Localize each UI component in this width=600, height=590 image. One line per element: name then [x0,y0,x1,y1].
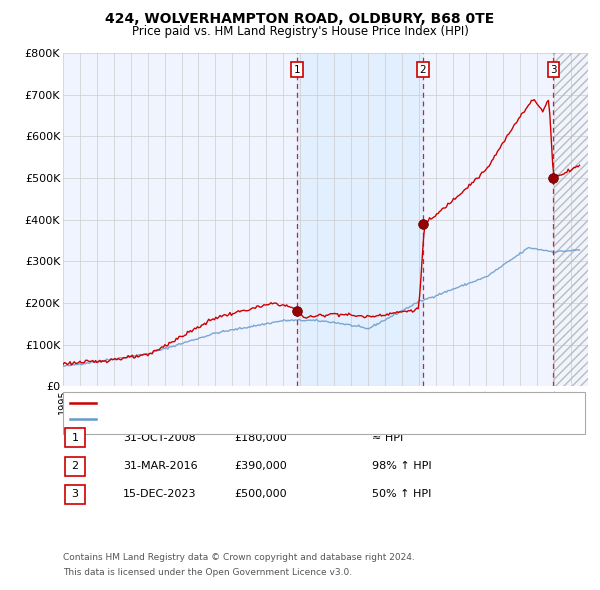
Text: 1: 1 [294,65,301,75]
Text: 1: 1 [71,433,79,442]
Text: Contains HM Land Registry data © Crown copyright and database right 2024.: Contains HM Land Registry data © Crown c… [63,553,415,562]
Text: 15-DEC-2023: 15-DEC-2023 [123,490,197,499]
Text: 424, WOLVERHAMPTON ROAD, OLDBURY, B68 0TE (detached house): 424, WOLVERHAMPTON ROAD, OLDBURY, B68 0T… [102,398,458,408]
Text: Price paid vs. HM Land Registry's House Price Index (HPI): Price paid vs. HM Land Registry's House … [131,25,469,38]
Text: HPI: Average price, detached house, Sandwell: HPI: Average price, detached house, Sand… [102,414,342,424]
Bar [553,53,596,386]
Text: £180,000: £180,000 [234,433,287,442]
Text: 2: 2 [71,461,79,471]
Text: 31-OCT-2008: 31-OCT-2008 [123,433,196,442]
Bar [553,53,596,386]
Text: This data is licensed under the Open Government Licence v3.0.: This data is licensed under the Open Gov… [63,568,352,577]
Text: 3: 3 [71,490,79,499]
Text: 424, WOLVERHAMPTON ROAD, OLDBURY, B68 0TE: 424, WOLVERHAMPTON ROAD, OLDBURY, B68 0T… [106,12,494,26]
Text: 3: 3 [550,65,557,75]
Text: £390,000: £390,000 [234,461,287,471]
Bar [297,53,423,386]
Text: £500,000: £500,000 [234,490,287,499]
Text: 31-MAR-2016: 31-MAR-2016 [123,461,197,471]
Text: ≈ HPI: ≈ HPI [372,433,403,442]
Text: 98% ↑ HPI: 98% ↑ HPI [372,461,431,471]
Text: 2: 2 [419,65,426,75]
Text: 50% ↑ HPI: 50% ↑ HPI [372,490,431,499]
